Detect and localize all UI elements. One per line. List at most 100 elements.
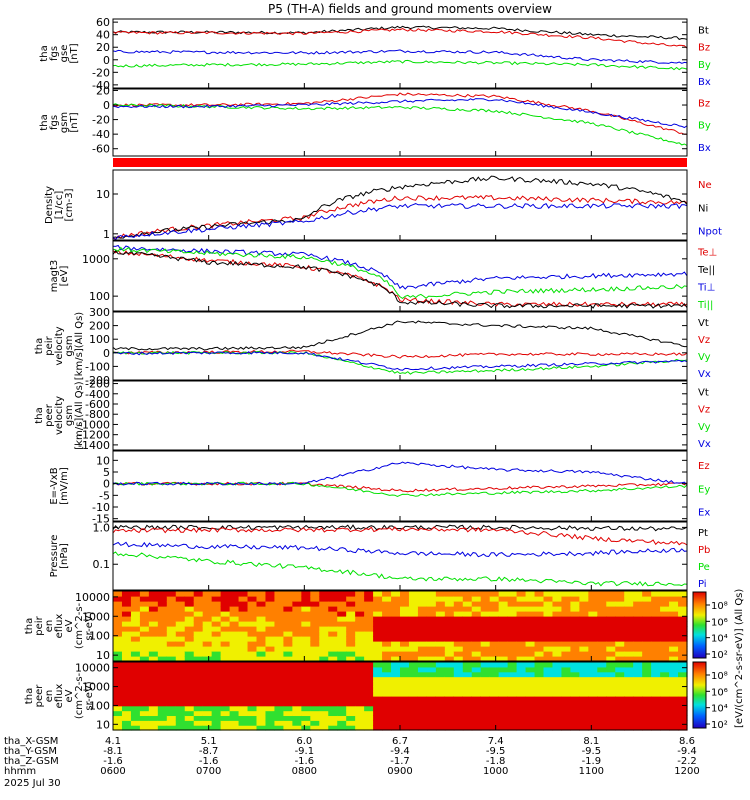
heatmap-cell <box>283 715 293 721</box>
heatmap-cell <box>265 621 276 627</box>
heatmap-cell <box>301 662 311 668</box>
heatmap-cell <box>355 601 365 607</box>
heatmap-cell <box>184 662 195 668</box>
heatmap-cell <box>202 611 213 617</box>
heatmap-cell <box>346 681 356 687</box>
heatmap-cell <box>274 700 285 707</box>
heatmap-cell <box>561 720 572 726</box>
panel-frame <box>112 380 688 451</box>
heatmap-cell <box>328 681 338 687</box>
heatmap-cell <box>193 705 204 712</box>
heatmap-cell <box>328 626 338 632</box>
heatmap-cell <box>193 606 204 612</box>
heatmap-cell <box>310 596 320 602</box>
heatmap-cell <box>552 715 563 721</box>
heatmap-cell <box>471 611 482 617</box>
heatmap-cell <box>247 656 258 662</box>
heatmap-cell <box>265 611 276 617</box>
heatmap-cell <box>400 700 410 707</box>
heatmap-cell <box>166 626 177 632</box>
heatmap-cell <box>543 676 554 683</box>
ylabel-line: peer <box>44 403 55 427</box>
heatmap-cell <box>642 705 652 712</box>
heatmap-cell <box>130 662 141 668</box>
heatmap-cell <box>678 656 688 662</box>
ylabel-line: velocity <box>54 326 65 365</box>
heatmap-cell <box>660 626 670 632</box>
orbit-value: -8.7 <box>199 746 219 757</box>
heatmap-cell <box>121 596 132 602</box>
heatmap-cell <box>525 616 536 622</box>
heatmap-cell <box>166 601 177 607</box>
heatmap-cell <box>597 621 607 627</box>
heatmap-cell <box>507 601 518 607</box>
heatmap-cell <box>642 631 652 637</box>
heatmap-cell <box>498 725 509 731</box>
colorbar-tick-label: 10⁸ <box>711 671 728 682</box>
heatmap-cell <box>570 705 580 712</box>
heatmap-cell <box>426 656 437 662</box>
ylabel-line: (cm^2-s- <box>74 672 85 719</box>
heatmap-cell <box>408 720 419 726</box>
series-pressure-Pe <box>112 551 688 587</box>
heatmap-cell <box>678 715 688 721</box>
series-efield-Ez <box>112 481 688 493</box>
heatmap-cell <box>552 651 563 657</box>
heatmap-cell <box>660 710 670 717</box>
ytick-label: 1 <box>103 228 110 241</box>
heatmap-cell <box>202 596 213 602</box>
heatmap-cell <box>166 611 177 617</box>
legend-Bz: Bz <box>698 98 710 109</box>
heatmap-cell <box>453 651 464 657</box>
ytick-label: 1000 <box>82 681 110 694</box>
heatmap-cell <box>265 720 276 726</box>
heatmap-cell <box>570 611 580 617</box>
heatmap-cell <box>426 616 437 622</box>
series-pressure-Pb <box>112 526 688 546</box>
panel-frame <box>112 88 688 157</box>
heatmap-cell <box>355 641 365 647</box>
heatmap-cell <box>301 601 311 607</box>
heatmap-cell <box>400 621 410 627</box>
heatmap-cell <box>238 651 249 657</box>
heatmap-cell <box>175 591 186 597</box>
ytick-label: -15 <box>92 513 110 526</box>
heatmap-cell <box>139 646 150 652</box>
heatmap-cell <box>507 646 518 652</box>
heatmap-cell <box>283 646 293 652</box>
heatmap-cell <box>561 676 572 683</box>
heatmap-cell <box>139 596 150 602</box>
heatmap-cell <box>525 696 536 702</box>
heatmap-cell <box>184 631 195 637</box>
heatmap-cell <box>462 651 473 657</box>
heatmap-cell <box>507 720 518 726</box>
heatmap-cell <box>642 676 652 683</box>
heatmap-cell <box>229 656 240 662</box>
heatmap-cell <box>148 725 159 731</box>
heatmap-cell <box>265 616 276 622</box>
heatmap-cell <box>561 686 572 692</box>
legend-Pb: Pb <box>698 545 710 556</box>
heatmap-cell <box>229 710 240 717</box>
heatmap-cell <box>157 611 168 617</box>
orbit-row-label: tha_X-GSM <box>4 736 58 747</box>
heatmap-cell <box>426 700 437 707</box>
heatmap-cell <box>633 666 643 673</box>
heatmap-cell <box>597 725 607 731</box>
heatmap-cell <box>130 611 141 617</box>
heatmap-cell <box>301 646 311 652</box>
heatmap-cell <box>471 662 482 668</box>
heatmap-cell <box>678 646 688 652</box>
heatmap-cell <box>121 616 132 622</box>
legend-Ni: Ni <box>698 203 708 214</box>
heatmap-cell <box>283 591 293 597</box>
heatmap-cell <box>274 715 285 721</box>
heatmap-cell <box>624 686 634 692</box>
heatmap-cell <box>391 646 401 652</box>
heatmap-cell <box>319 662 329 668</box>
heatmap-cell <box>166 636 177 642</box>
heatmap-cell <box>588 696 598 702</box>
heatmap-cell <box>462 725 473 731</box>
heatmap-cell <box>561 710 572 717</box>
